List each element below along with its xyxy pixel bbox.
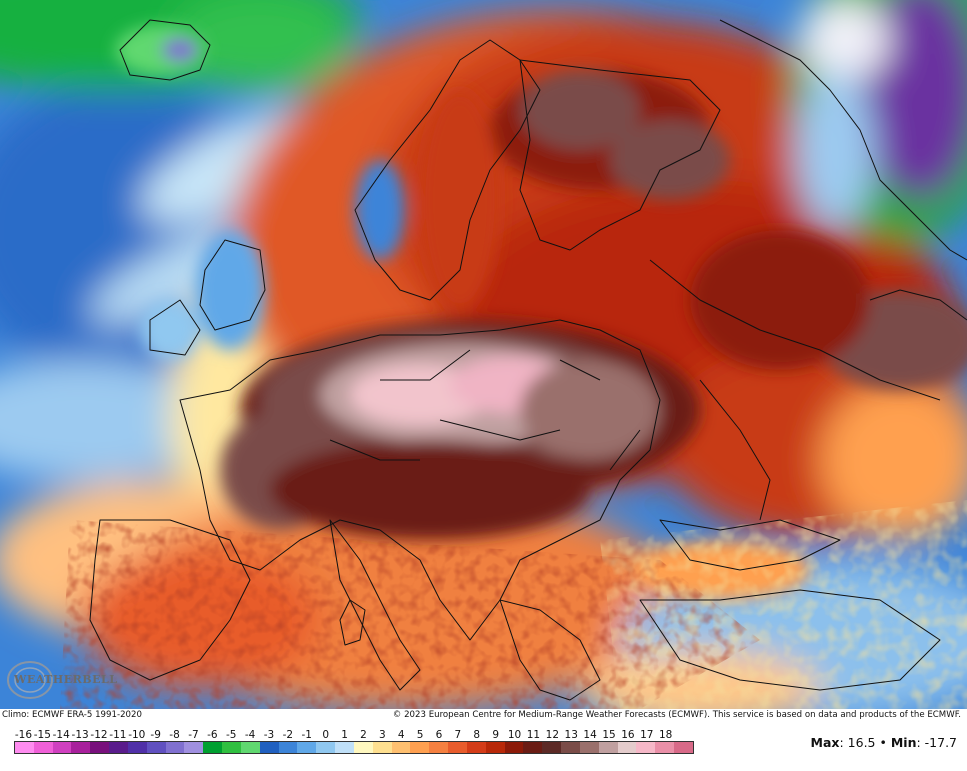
legend-tick-label: -5 [225, 729, 237, 741]
copyright-text: © 2023 European Centre for Medium-Range … [392, 710, 961, 720]
legend-tick-label: 14 [583, 729, 597, 741]
legend-color-bar [14, 741, 694, 754]
color-legend: -16 -15 -14 -13 -12 -11 -10 -9 -8 -7 -6 -5 -4 -3 -2 -1 0… [0, 721, 967, 771]
legend-tick-label: 10 [507, 729, 522, 741]
legend-swatch [52, 742, 72, 753]
legend-tick-label: 3 [378, 729, 386, 741]
legend-tick-label: 18 [658, 729, 673, 741]
legend-tick-label: -12 [90, 729, 108, 741]
legend-swatch [466, 742, 486, 753]
min-label: Min [890, 735, 917, 750]
legend-tick-label: 4 [397, 729, 405, 741]
legend-tick-label: -14 [52, 729, 70, 741]
legend-swatch [71, 742, 91, 753]
legend-tick-label: -1 [301, 729, 313, 741]
legend-tick-label: 12 [545, 729, 560, 741]
legend-swatch [598, 742, 618, 753]
legend-tick-label: 6 [435, 729, 443, 741]
max-label: Max [810, 735, 840, 750]
coastlines [89, 19, 967, 701]
legend-swatch [636, 742, 656, 753]
legend-swatch [353, 742, 373, 753]
legend-swatch [109, 742, 128, 753]
legend-tick-label: 2 [360, 729, 367, 741]
temperature-anomaly-map [0, 0, 967, 709]
max-min-readout: Max: 16.5 • Min: -17.7 [811, 735, 957, 750]
legend-swatch [504, 742, 524, 753]
legend-swatch [240, 742, 260, 753]
legend-tick-labels: -16 -15 -14 -13 -12 -11 -10 -9 -8 -7 -6 -5 -4 -3 -2 -1 0… [14, 729, 694, 741]
legend-swatch [15, 742, 34, 753]
legend-swatch [410, 742, 430, 753]
legend-swatch [429, 742, 449, 753]
legend-tick-label: 7 [454, 729, 462, 741]
legend-tick-label: -6 [207, 729, 218, 741]
credits-line: Climo: ECMWF ERA-5 1991-2020 © 2023 Euro… [0, 709, 967, 721]
legend-swatch [542, 742, 562, 753]
weatherbell-logo [7, 661, 53, 699]
climo-text: Climo: ECMWF ERA-5 1991-2020 [2, 710, 142, 720]
legend-tick-label: -11 [109, 729, 127, 741]
legend-tick-label: 13 [564, 729, 578, 741]
legend-swatch [259, 742, 279, 753]
legend-tick-label: 5 [416, 729, 424, 741]
legend-tick-label: -9 [150, 729, 161, 741]
legend-swatch [278, 742, 298, 753]
legend-swatch [391, 742, 411, 753]
max-value: : 16.5 [839, 735, 876, 750]
legend-tick-label: -4 [244, 729, 256, 741]
legend-tick-label: 17 [640, 729, 654, 741]
legend-swatch [146, 742, 166, 753]
legend-tick-label: 11 [526, 729, 541, 741]
legend-tick-label: 0 [322, 729, 329, 741]
legend-swatch [617, 742, 637, 753]
legend-swatch [448, 742, 467, 753]
legend-tick-label: -10 [128, 729, 146, 741]
legend-swatch [372, 742, 392, 753]
legend-swatch [297, 742, 317, 753]
legend-swatch [184, 742, 204, 753]
legend-swatch [523, 742, 543, 753]
legend-swatch [203, 742, 223, 753]
legend-tick-label: -16 [14, 729, 33, 741]
legend-tick-label: 15 [602, 729, 616, 741]
legend-swatch [33, 742, 53, 753]
legend-swatch [127, 742, 147, 753]
legend-swatch [561, 742, 580, 753]
legend-tick-label: 1 [341, 729, 348, 741]
min-value: : -17.7 [916, 735, 957, 750]
legend-swatch [316, 742, 336, 753]
stat-separator: • [875, 735, 891, 750]
legend-tick-label: -8 [169, 729, 180, 741]
legend-swatch [673, 742, 693, 753]
legend-tick-label: -7 [188, 729, 199, 741]
legend-tick-label: 9 [492, 729, 499, 741]
legend-tick-label: 16 [621, 729, 635, 741]
legend-swatch [655, 742, 674, 753]
legend-tick-label: -13 [71, 729, 89, 741]
legend-swatch [222, 742, 241, 753]
legend-swatch [579, 742, 599, 753]
legend-tick-label: -2 [282, 729, 294, 741]
legend-swatch [165, 742, 185, 753]
legend-swatch [90, 742, 110, 753]
legend-swatch [335, 742, 354, 753]
legend-tick-label: -15 [33, 729, 51, 741]
legend-swatch [485, 742, 505, 753]
legend-tick-label: -3 [263, 729, 275, 741]
logo-text: WEATHERBELL [14, 673, 118, 686]
legend-tick-label: 8 [473, 729, 481, 741]
